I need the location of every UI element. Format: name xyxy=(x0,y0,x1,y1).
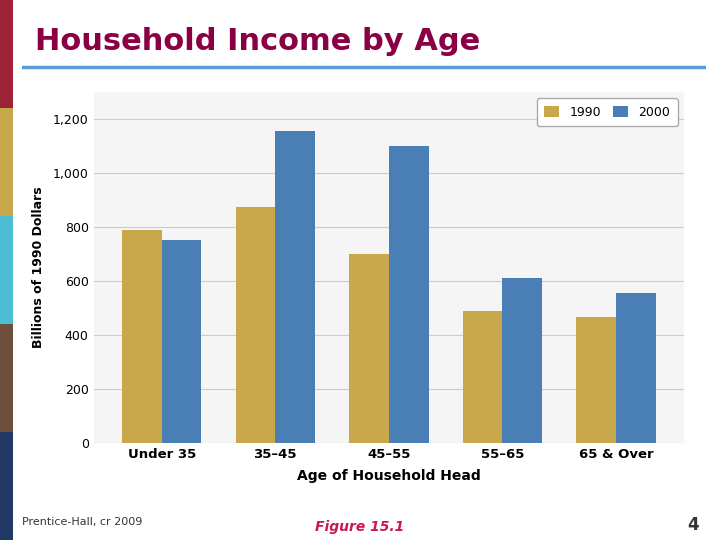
Bar xyxy=(275,131,315,443)
Y-axis label: Billions of 1990 Dollars: Billions of 1990 Dollars xyxy=(32,186,45,348)
Bar xyxy=(235,206,275,443)
Legend: 1990, 2000: 1990, 2000 xyxy=(536,98,678,126)
Text: Prentice-Hall, cr 2009: Prentice-Hall, cr 2009 xyxy=(22,516,142,526)
Text: 4: 4 xyxy=(687,516,698,534)
Bar xyxy=(503,278,542,443)
Bar xyxy=(122,230,162,443)
Bar xyxy=(162,240,202,443)
Bar xyxy=(463,310,503,443)
Text: Household Income by Age: Household Income by Age xyxy=(35,27,480,56)
Bar xyxy=(616,293,656,443)
Text: Figure 15.1: Figure 15.1 xyxy=(315,519,405,534)
Bar xyxy=(389,146,428,443)
X-axis label: Age of Household Head: Age of Household Head xyxy=(297,469,481,483)
Bar xyxy=(576,317,616,443)
Bar xyxy=(349,254,389,443)
